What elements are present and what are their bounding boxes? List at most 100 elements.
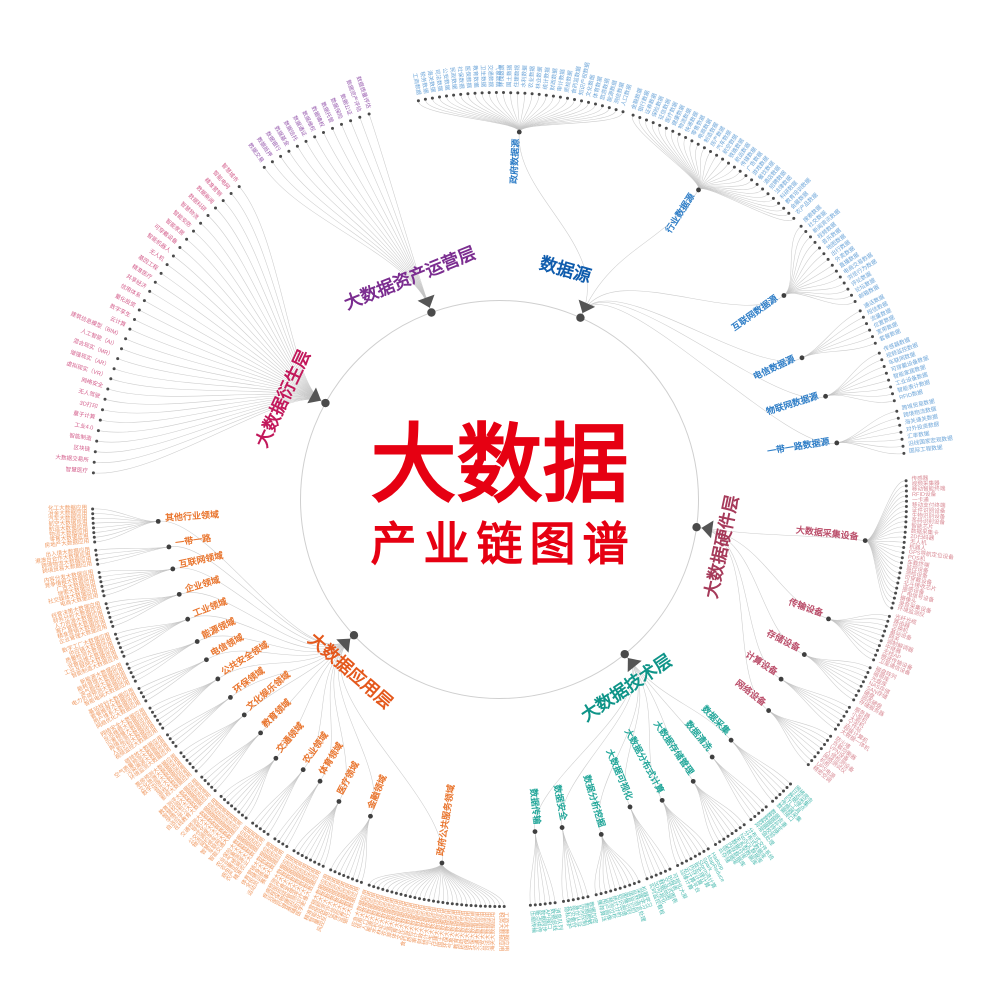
leaf-label: 机器人 bbox=[909, 542, 927, 552]
leaf-node-dot bbox=[854, 693, 858, 697]
leaf-node-dot bbox=[829, 734, 833, 738]
leaf-label: 数据总线 bbox=[549, 908, 560, 932]
leaf-node-dot bbox=[219, 794, 223, 798]
branch-link bbox=[865, 540, 897, 583]
leaf-node-dot bbox=[847, 705, 851, 709]
leaf-label: RFID设备 bbox=[912, 490, 937, 498]
branch-link bbox=[825, 373, 886, 397]
leaf-node-dot bbox=[99, 580, 103, 584]
leaf-node-dot bbox=[726, 834, 730, 838]
sub-branch-label: 行业数据源 bbox=[662, 191, 696, 236]
branch-node bbox=[349, 631, 359, 640]
leaf-node-dot bbox=[866, 671, 870, 674]
sub-branch-node bbox=[155, 518, 161, 524]
leaf-node-dot bbox=[285, 845, 289, 848]
leaf-label: 航运大数据应用 bbox=[49, 522, 89, 533]
leaf-node-dot bbox=[122, 654, 126, 658]
leaf-node-dot bbox=[438, 95, 441, 99]
leaf-node-dot bbox=[861, 680, 865, 684]
leaf-label: 工业4.0 bbox=[74, 420, 94, 431]
leaf-node-dot bbox=[823, 743, 826, 746]
leaf-label: 国际工程数据 bbox=[909, 443, 944, 455]
leaf-label: 海关大数据应用 bbox=[488, 912, 496, 951]
branch-link bbox=[865, 540, 895, 593]
leaf-node-dot bbox=[857, 689, 861, 693]
branch-link bbox=[156, 282, 323, 402]
leaf-node-dot bbox=[206, 214, 210, 217]
leaf-label: 零售大数据应用 bbox=[49, 532, 89, 544]
leaf-node-dot bbox=[587, 100, 590, 104]
leaf-node-dot bbox=[171, 741, 175, 744]
sub-branch-label: 大数据采集设备 bbox=[795, 524, 860, 542]
branch-arrow-icon bbox=[627, 658, 642, 673]
leaf-label: 环保数据 bbox=[498, 64, 506, 87]
leaf-node-dot bbox=[498, 905, 501, 908]
sub-branch-label: 医疗领域 bbox=[334, 759, 361, 796]
leaf-node-dot bbox=[876, 648, 879, 652]
leaf-node-dot bbox=[638, 116, 642, 119]
branch-link bbox=[114, 594, 180, 627]
leaf-node-dot bbox=[789, 782, 792, 786]
sub-branch-label: 数据采集 bbox=[700, 703, 734, 737]
leaf-node-dot bbox=[905, 499, 908, 503]
leaf-node-dot bbox=[118, 646, 122, 650]
branch-link bbox=[518, 133, 588, 316]
branch-link bbox=[804, 654, 863, 682]
leaf-node-dot bbox=[351, 877, 354, 881]
sub-branch-label: 数据清洗 bbox=[683, 718, 714, 753]
branch-link bbox=[297, 147, 431, 310]
branch-link bbox=[698, 188, 793, 221]
branch-link bbox=[350, 121, 431, 310]
leaf-node-dot bbox=[872, 658, 876, 662]
branch-link bbox=[315, 138, 431, 310]
leaf-node-dot bbox=[221, 199, 225, 203]
leaf-node-dot bbox=[732, 165, 736, 169]
leaf-label: 车载终端 bbox=[907, 558, 931, 569]
branch-link bbox=[107, 594, 180, 604]
leaf-node-dot bbox=[761, 808, 764, 812]
leaf-node-dot bbox=[168, 737, 172, 741]
leaf-label: 数据同步 bbox=[539, 909, 549, 932]
leaf-label: 民政大数据应用 bbox=[457, 910, 468, 950]
branch-link bbox=[215, 732, 261, 790]
branch-link bbox=[147, 659, 207, 701]
leaf-label: 司法大数据应用 bbox=[483, 912, 492, 951]
leaf-node-dot bbox=[671, 129, 675, 133]
leaf-node-dot bbox=[859, 684, 863, 688]
sub-branch-node bbox=[862, 538, 868, 544]
leaf-node-dot bbox=[538, 903, 542, 906]
branch-link bbox=[780, 678, 843, 716]
leaf-node-dot bbox=[892, 399, 896, 403]
branch-link bbox=[699, 527, 803, 654]
branch-link bbox=[600, 834, 635, 883]
leaf-node-dot bbox=[882, 365, 886, 368]
branch-link bbox=[581, 290, 783, 316]
branch-link bbox=[298, 801, 340, 852]
leaf-node-dot bbox=[493, 905, 497, 908]
branch-link bbox=[865, 511, 905, 541]
leaf-node-dot bbox=[571, 898, 575, 902]
leaf-node-dot bbox=[509, 91, 513, 95]
branch-link bbox=[189, 615, 352, 650]
leaf-node-dot bbox=[125, 662, 129, 666]
branch-link bbox=[730, 740, 772, 801]
leaf-label: 国土数据 bbox=[505, 64, 514, 87]
leaf-node-dot bbox=[148, 289, 152, 293]
sub-branch-node bbox=[728, 737, 734, 743]
leaf-node-dot bbox=[684, 136, 688, 139]
leaf-node-dot bbox=[897, 576, 901, 580]
sub-branch-node bbox=[598, 831, 604, 837]
leaf-label: 智慧医疗 bbox=[65, 465, 88, 474]
leaf-node-dot bbox=[304, 139, 308, 143]
branch-link bbox=[333, 637, 352, 800]
leaf-label: 证件识别设备 bbox=[912, 506, 946, 515]
leaf-node-dot bbox=[91, 507, 95, 511]
leaf-node-dot bbox=[727, 161, 730, 165]
branch-link bbox=[801, 343, 875, 359]
sub-branch-node bbox=[781, 293, 787, 298]
inner-circle bbox=[300, 300, 699, 699]
leaf-label: 汽车大数据应用 bbox=[48, 513, 88, 523]
leaf-node-dot bbox=[100, 584, 104, 588]
leaf-node-dot bbox=[884, 371, 888, 375]
leaf-node-dot bbox=[871, 335, 874, 339]
